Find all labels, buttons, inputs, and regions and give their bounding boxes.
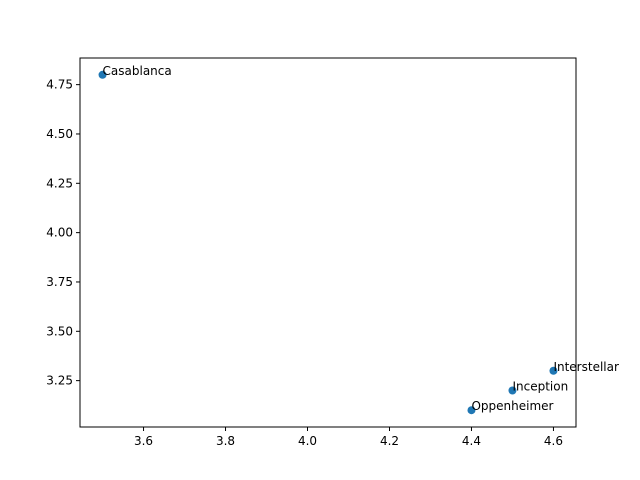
y-tick-label: 4.75 bbox=[46, 78, 73, 92]
x-tick-label: 4.4 bbox=[462, 434, 481, 448]
data-point-labels: Casablanca Interstellar Inception Oppenheim… bbox=[103, 64, 619, 413]
y-tick-label: 3.50 bbox=[46, 324, 73, 338]
data-point bbox=[98, 70, 107, 79]
data-point-label: Casablanca bbox=[103, 64, 172, 78]
x-tick-label: 3.8 bbox=[216, 434, 235, 448]
data-point bbox=[549, 366, 558, 375]
data-point bbox=[467, 406, 476, 415]
plot-area bbox=[79, 57, 577, 428]
y-tick-label: 4.25 bbox=[46, 176, 73, 190]
y-tick-label: 4.50 bbox=[46, 127, 73, 141]
data-point-label: Oppenheimer bbox=[471, 399, 553, 413]
x-tick-label: 4.2 bbox=[380, 434, 399, 448]
y-axis: 3.25 3.50 3.75 4.00 4.25 4.50 4.75 bbox=[46, 78, 80, 388]
x-axis: 3.6 3.8 4.0 4.2 4.4 4.6 bbox=[134, 427, 563, 448]
x-tick-label: 3.6 bbox=[134, 434, 153, 448]
data-point-label: Interstellar bbox=[553, 360, 619, 374]
y-tick-label: 4.00 bbox=[46, 226, 73, 240]
y-tick-label: 3.75 bbox=[46, 275, 73, 289]
x-tick-label: 4.6 bbox=[544, 434, 563, 448]
y-tick-label: 3.25 bbox=[46, 374, 73, 388]
data-point-label: Inception bbox=[512, 379, 568, 393]
x-tick-label: 4.0 bbox=[298, 434, 317, 448]
data-point bbox=[508, 386, 517, 395]
data-points bbox=[98, 70, 558, 415]
